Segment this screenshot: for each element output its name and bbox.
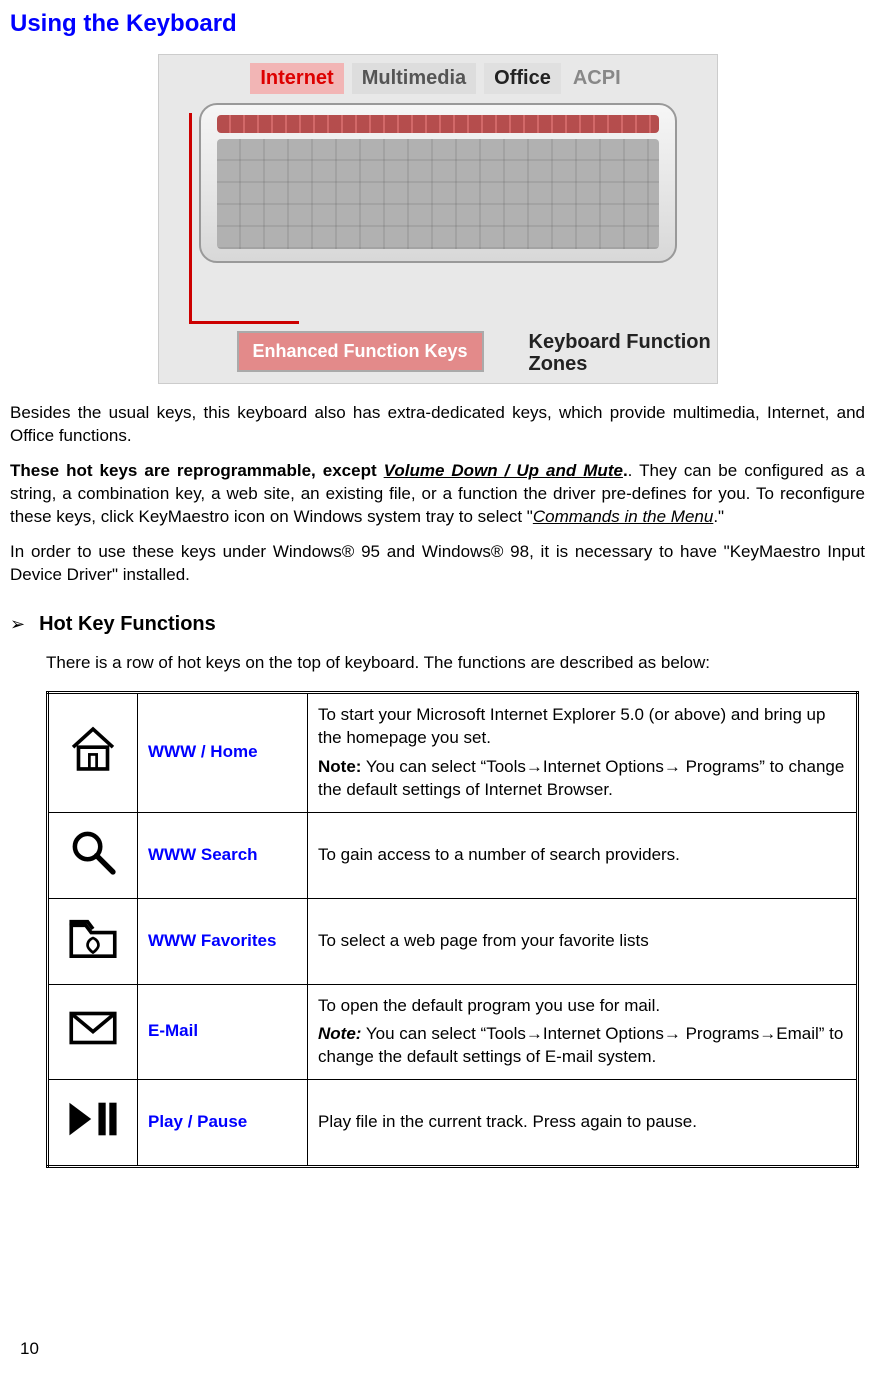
hotkey-desc: To gain access to a number of search pro… bbox=[308, 812, 858, 898]
hotkey-desc: To open the default program you use for … bbox=[308, 984, 858, 1080]
table-row: Play / Pause Play file in the current tr… bbox=[48, 1080, 858, 1167]
hotkey-desc: Play file in the current track. Press ag… bbox=[308, 1080, 858, 1167]
zone-label-internet: Internet bbox=[250, 63, 343, 94]
hotkey-desc: To start your Microsoft Internet Explore… bbox=[308, 692, 858, 812]
section-intro: There is a row of hot keys on the top of… bbox=[46, 652, 865, 675]
enhanced-function-keys-label: Enhanced Function Keys bbox=[237, 331, 484, 371]
desc-note: Note: You can select “Tools→Internet Opt… bbox=[318, 1023, 846, 1069]
play-pause-icon bbox=[64, 1090, 122, 1148]
table-row: WWW Search To gain access to a number of… bbox=[48, 812, 858, 898]
hotkey-desc: To select a web page from your favorite … bbox=[308, 898, 858, 984]
hotkey-icon-cell bbox=[48, 692, 138, 812]
desc-note: Note: You can select “Tools→Internet Opt… bbox=[318, 756, 846, 802]
zone-label-office: Office bbox=[484, 63, 561, 94]
p2-menu: Commands in the Menu bbox=[533, 507, 713, 526]
page-number: 10 bbox=[20, 1338, 39, 1361]
p2-tail: ." bbox=[713, 507, 724, 526]
keyboard-figure: Internet Multimedia Office ACPI Enhanced… bbox=[158, 54, 718, 384]
paragraph-driver: In order to use these keys under Windows… bbox=[10, 541, 865, 587]
desc-line: To open the default program you use for … bbox=[318, 995, 846, 1018]
hotkey-name: E-Mail bbox=[138, 984, 308, 1080]
hotkey-name: WWW Search bbox=[138, 812, 308, 898]
note-text: You can select “Tools→Internet Options→ … bbox=[318, 757, 844, 799]
hotkey-table: WWW / Home To start your Microsoft Inter… bbox=[46, 691, 859, 1168]
zone-label-multimedia: Multimedia bbox=[352, 63, 476, 94]
table-row: E-Mail To open the default program you u… bbox=[48, 984, 858, 1080]
p2-lead: These hot keys are reprogrammable, excep… bbox=[10, 461, 384, 480]
kfz-line2: Zones bbox=[529, 353, 588, 375]
bullet-chevron-icon: ➢ bbox=[10, 612, 25, 636]
kfz-line1: Keyboard Function bbox=[529, 331, 711, 353]
note-text: You can select “Tools→Internet Options→ … bbox=[318, 1024, 843, 1066]
hotkey-name: WWW Favorites bbox=[138, 898, 308, 984]
zone-label-acpi: ACPI bbox=[569, 63, 625, 94]
section-heading: Hot Key Functions bbox=[39, 611, 216, 638]
home-icon bbox=[64, 720, 122, 778]
callout-line bbox=[189, 321, 299, 324]
keyboard-illustration bbox=[199, 103, 677, 263]
table-row: WWW Favorites To select a web page from … bbox=[48, 898, 858, 984]
search-icon bbox=[64, 823, 122, 881]
page-title: Using the Keyboard bbox=[10, 8, 865, 40]
hotkey-name: Play / Pause bbox=[138, 1080, 308, 1167]
keyboard-function-zones-label: Keyboard Function Zones bbox=[529, 331, 711, 375]
hotkey-name: WWW / Home bbox=[138, 692, 308, 812]
mail-icon bbox=[64, 999, 122, 1057]
callout-line bbox=[189, 113, 192, 323]
note-label: Note: bbox=[318, 757, 361, 776]
note-label: Note: bbox=[318, 1024, 361, 1043]
hotkey-icon-cell bbox=[48, 898, 138, 984]
hotkey-icon-cell bbox=[48, 984, 138, 1080]
desc-line: To start your Microsoft Internet Explore… bbox=[318, 704, 846, 750]
favorites-folder-icon bbox=[64, 909, 122, 967]
paragraph-intro: Besides the usual keys, this keyboard al… bbox=[10, 402, 865, 448]
hotkey-icon-cell bbox=[48, 1080, 138, 1167]
hotkey-icon-cell bbox=[48, 812, 138, 898]
table-row: WWW / Home To start your Microsoft Inter… bbox=[48, 692, 858, 812]
p2-exception: Volume Down / Up and Mute bbox=[384, 461, 623, 480]
paragraph-reprogrammable: These hot keys are reprogrammable, excep… bbox=[10, 460, 865, 529]
